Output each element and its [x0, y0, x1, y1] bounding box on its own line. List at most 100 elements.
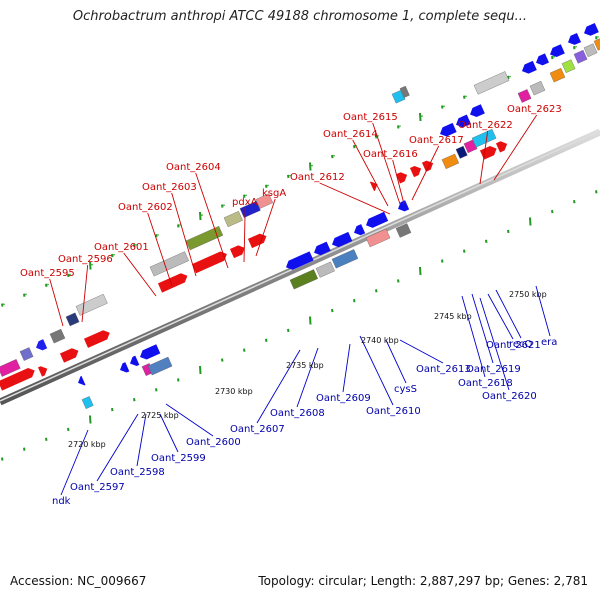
- tick-dot: [47, 283, 49, 286]
- feature-glyph: [185, 225, 224, 251]
- feature-glyph: [522, 60, 537, 74]
- gene-label[interactable]: ksgA: [262, 188, 286, 199]
- tick-mark: [199, 211, 202, 221]
- tick-mark: [507, 229, 510, 234]
- tick-mark: [243, 348, 246, 352]
- gene-label[interactable]: era: [541, 337, 557, 348]
- tick-mark: [221, 358, 224, 362]
- tick-mark: [331, 308, 334, 313]
- feature-glyph: [36, 339, 48, 351]
- leader-line: [123, 252, 157, 297]
- tick-mark: [463, 95, 466, 99]
- leader-line: [493, 114, 538, 181]
- tick-mark: [309, 316, 312, 325]
- gene-label[interactable]: Oant_2623: [507, 104, 562, 115]
- leader-line: [479, 130, 489, 185]
- leader-line: [487, 293, 514, 340]
- gene-label[interactable]: Oant_2612: [290, 172, 345, 183]
- tick-mark: [419, 112, 422, 122]
- gene-label[interactable]: cysS: [394, 384, 417, 395]
- feature-glyph: [0, 368, 35, 391]
- tick-mark: [441, 259, 444, 263]
- feature-glyph: [365, 228, 391, 248]
- feature-glyph: [550, 44, 565, 58]
- gene-label[interactable]: Oant_2620: [482, 391, 537, 402]
- tick-mark: [89, 415, 92, 424]
- leader-line: [243, 207, 246, 263]
- tick-mark: [133, 244, 136, 248]
- gene-label[interactable]: Oant_2604: [166, 162, 221, 173]
- leader-line: [495, 289, 522, 339]
- gene-label[interactable]: Oant_2600: [186, 437, 241, 448]
- feature-glyph: [366, 211, 389, 228]
- tick-mark: [1, 457, 4, 461]
- leader-line: [372, 122, 401, 205]
- gene-label[interactable]: Oant_2607: [230, 424, 285, 435]
- tick-mark: [287, 174, 290, 179]
- leader-line: [411, 145, 440, 201]
- feature-glyph: [78, 375, 86, 386]
- tick-mark: [595, 36, 598, 40]
- label-leaders: [49, 114, 551, 496]
- tick-dot: [443, 105, 445, 107]
- gene-label[interactable]: Oant_2598: [110, 467, 165, 478]
- gene-label[interactable]: recO: [509, 339, 533, 350]
- tick-mark: [177, 378, 180, 382]
- tick-mark: [375, 289, 378, 293]
- gene-label[interactable]: Oant_2613: [416, 364, 471, 375]
- gene-label[interactable]: Oant_2615: [343, 112, 398, 123]
- tick-mark: [529, 217, 532, 226]
- feature-glyph: [456, 114, 471, 128]
- gene-label[interactable]: Oant_2597: [70, 482, 125, 493]
- gene-label[interactable]: Oant_2614: [323, 129, 378, 140]
- tick-mark: [45, 437, 48, 441]
- tick-mark: [177, 224, 180, 228]
- feature-glyph: [354, 224, 366, 236]
- tick-mark: [463, 249, 466, 253]
- tick-dot: [553, 55, 555, 58]
- tick-dot: [113, 253, 115, 256]
- gene-label[interactable]: Oant_2608: [270, 408, 325, 419]
- gene-label[interactable]: Oant_2599: [151, 453, 206, 464]
- feature-glyph: [398, 200, 410, 212]
- tick-mark: [595, 190, 598, 194]
- tick-mark: [23, 447, 26, 451]
- gene-label[interactable]: Oant_2601: [94, 242, 149, 253]
- gene-label[interactable]: Oant_2595: [20, 268, 75, 279]
- tick-dot: [575, 46, 577, 48]
- feature-glyph: [286, 251, 314, 270]
- gene-label[interactable]: ndk: [52, 496, 71, 507]
- feature-glyph: [331, 249, 359, 269]
- gene-label[interactable]: Oant_2603: [142, 182, 197, 193]
- feature-glyph: [583, 43, 598, 58]
- gene-label[interactable]: Oant_2616: [363, 149, 418, 160]
- gene-label[interactable]: Oant_2618: [458, 378, 513, 389]
- gene-label[interactable]: pdxA: [232, 197, 258, 208]
- tick-mark: [551, 209, 554, 214]
- gene-label[interactable]: Oant_2602: [118, 202, 173, 213]
- tick-mark: [397, 279, 400, 283]
- feature-glyph: [395, 223, 412, 238]
- gene-label[interactable]: Oant_2619: [466, 364, 521, 375]
- leader-line: [171, 192, 197, 277]
- feature-glyphs[interactable]: [0, 22, 600, 409]
- gene-label[interactable]: Oant_2621: [486, 340, 541, 351]
- tick-mark: [353, 299, 356, 303]
- tick-mark: [111, 253, 114, 258]
- gene-label[interactable]: Oant_2617: [409, 135, 464, 146]
- leader-line: [147, 212, 173, 287]
- tick-dot: [289, 174, 291, 177]
- feature-glyph: [573, 49, 588, 64]
- gene-label[interactable]: Oant_2609: [316, 393, 371, 404]
- tick-mark: [89, 261, 92, 270]
- tick-dot: [399, 125, 401, 127]
- leader-line: [359, 335, 394, 406]
- gene-label[interactable]: Oant_2610: [366, 406, 421, 417]
- tick-mark: [45, 283, 48, 287]
- gene-label[interactable]: Oant_2622: [458, 120, 513, 131]
- feature-glyph: [314, 241, 331, 256]
- feature-glyph: [495, 141, 508, 153]
- gene-label[interactable]: Oant_2596: [58, 254, 113, 265]
